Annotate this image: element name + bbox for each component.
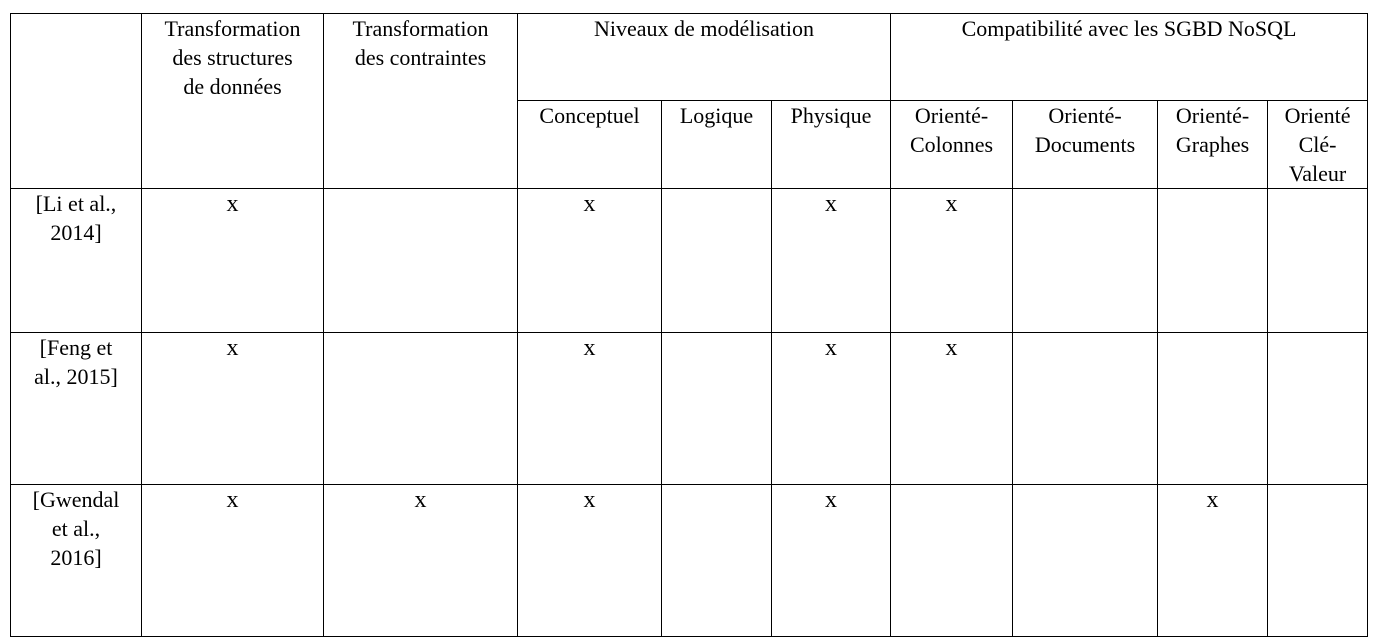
header-label: Clé- [1298,132,1337,157]
header-label: Orienté- [914,103,989,128]
table-cell: x [770,484,892,637]
reference-line: [Li et al., [35,191,117,216]
header-niveaux-modelisation: Niveaux de modélisation [516,13,892,101]
header-label: Orienté- [1175,103,1250,128]
check-mark: x [1206,487,1219,513]
header-transformation-contraintes: Transformation des contraintes [323,13,518,189]
table-cell [1267,332,1369,485]
reference-line: et al., [51,516,101,541]
table-row: [Li et al., 2014] x x x x [10,188,1369,333]
check-mark: x [583,335,596,361]
header-label: Logique [679,103,754,128]
header-physique: Physique [770,100,892,189]
check-mark: x [414,487,427,513]
header-compatibilite-nosql: Compatibilité avec les SGBD NoSQL [890,13,1369,101]
header-label: Conceptuel [539,103,640,128]
header-transformation-structures: Transformation des structures de données [141,13,324,189]
table-cell [1267,484,1369,637]
header-conceptuel: Conceptuel [517,100,662,189]
table-cell: x [1157,484,1269,637]
table-cell [323,332,518,485]
table-cell: x [517,484,662,637]
header-label: Transformation [352,16,489,41]
table-cell [890,484,1014,637]
header-oriente-documents: Orienté- Documents [1012,100,1159,189]
header-label: Orienté- [1048,103,1122,128]
check-mark: x [226,335,239,361]
table-cell [1267,188,1369,333]
check-mark: x [945,335,958,361]
header-row-top: Transformation des structures de données… [10,13,1369,189]
table-row: [Feng et al., 2015] x x x x [10,332,1369,485]
row-reference: [Gwendal et al., 2016] [10,484,142,637]
table-cell [1157,332,1269,485]
table-cell [1012,332,1159,485]
table-cell: x [890,188,1014,333]
check-mark: x [825,487,838,513]
check-mark: x [226,191,239,217]
table-cell: x [770,332,892,485]
row-reference: [Li et al., 2014] [10,188,142,333]
header-label: Niveaux de modélisation [594,16,814,41]
table-cell: x [323,484,518,637]
check-mark: x [226,487,239,513]
comparison-table: Transformation des structures de données… [10,13,1369,637]
table-row: [Gwendal et al., 2016] x x x x x [10,484,1369,637]
table-cell [661,484,772,637]
corner-cell [10,13,142,189]
table-cell [661,188,772,333]
header-label: Documents [1034,132,1136,157]
check-mark: x [825,191,838,217]
header-logique: Logique [661,100,772,189]
header-label: Physique [790,103,872,128]
header-label: de données [183,74,282,99]
row-reference: [Feng et al., 2015] [10,332,142,485]
table-cell: x [517,188,662,333]
table-cell [1012,188,1159,333]
reference-line: al., 2015] [34,364,118,389]
table-cell: x [141,188,324,333]
table-cell: x [517,332,662,485]
header-label: Compatibilité avec les SGBD NoSQL [961,16,1297,41]
check-mark: x [583,191,596,217]
header-label: Colonnes [909,132,994,157]
table-cell: x [141,484,324,637]
header-label: Graphes [1175,132,1250,157]
table-cell [1157,188,1269,333]
header-label: des contraintes [354,45,487,70]
table-cell: x [770,188,892,333]
table-cell [1012,484,1159,637]
reference-line: [Feng et [39,335,113,360]
header-label: Transformation [164,16,301,41]
table-cell [661,332,772,485]
table-cell: x [141,332,324,485]
table-cell [323,188,518,333]
table-cell: x [890,332,1014,485]
header-label: des structures [172,45,293,70]
check-mark: x [583,487,596,513]
header-oriente-colonnes: Orienté- Colonnes [890,100,1014,189]
check-mark: x [825,335,838,361]
header-label: Orienté [1284,103,1351,128]
reference-line: 2016] [50,545,102,570]
header-oriente-cle-valeur: Orienté Clé- Valeur [1267,100,1369,189]
reference-line: [Gwendal [32,487,120,512]
header-oriente-graphes: Orienté- Graphes [1157,100,1269,189]
check-mark: x [945,191,958,217]
reference-line: 2014] [50,220,102,245]
header-label: Valeur [1288,161,1347,186]
